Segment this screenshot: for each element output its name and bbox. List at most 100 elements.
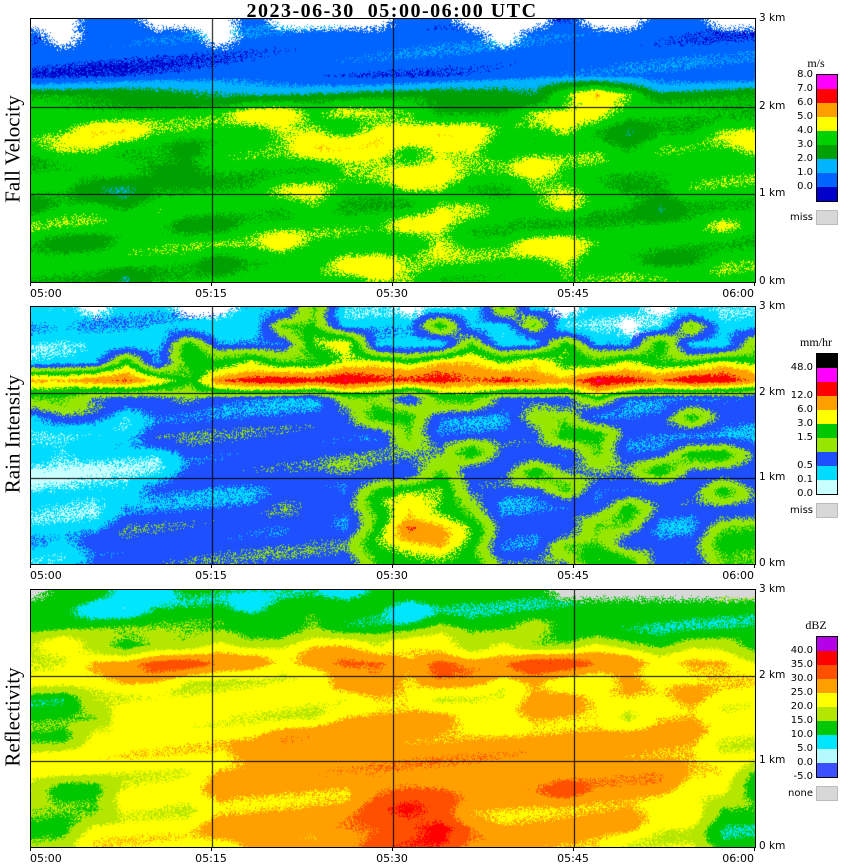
colorbar-tick-label: 12.0 <box>790 390 813 401</box>
height-tick-label: 3 km <box>759 12 786 24</box>
colorbar-swatch <box>817 466 837 480</box>
x-tick-label: 05:15 <box>195 852 227 865</box>
colorbar-swatch <box>817 382 837 396</box>
colorbar-swatch <box>817 159 837 173</box>
colorbar-tick-label: 0.1 <box>797 474 813 485</box>
colorbar-tick-label: 0.0 <box>797 181 813 192</box>
colorbar-tick-label: 5.0 <box>797 743 813 754</box>
fall-velocity-heatmap <box>30 18 756 283</box>
height-tick-label: 1 km <box>759 187 786 199</box>
x-tick-label: 06:00 <box>722 569 754 582</box>
colorbar-swatch <box>817 75 837 89</box>
x-tickmark <box>754 282 755 286</box>
colorbar-swatch <box>817 354 837 368</box>
colorbar-swatch <box>817 187 837 201</box>
colorbar-swatch <box>817 679 837 693</box>
colorbar-swatch <box>817 749 837 763</box>
x-tick-label: 05:00 <box>30 569 62 582</box>
colorbar-swatch <box>817 637 837 651</box>
ylabel-fall-velocity: Fall Velocity <box>0 95 25 203</box>
colorbar-swatch <box>817 89 837 103</box>
colorbar-swatch <box>817 145 837 159</box>
colorbar-tick-label: 30.0 <box>790 673 813 684</box>
colorbar-swatch <box>817 173 837 187</box>
x-tickmark <box>211 564 212 568</box>
x-tick-label: 06:00 <box>722 287 754 300</box>
colorbar-tick-label: 15.0 <box>790 715 813 726</box>
colorbar-swatch <box>817 438 837 452</box>
reflectivity-heatmap <box>30 589 756 848</box>
colorbar-tick-label: 6.0 <box>797 404 813 415</box>
height-tick-label: 2 km <box>759 386 786 398</box>
x-tick-label: 05:15 <box>195 569 227 582</box>
colorbar-swatch <box>817 396 837 410</box>
x-tickmark <box>573 282 574 286</box>
colorbar-tick-label: 6.0 <box>797 97 813 108</box>
chart-title: 2023-06-30 05:00-06:00 UTC <box>246 0 538 22</box>
colorbar-tick-label: 0.5 <box>797 460 813 471</box>
colorbar-unit-label: mm/hr <box>800 335 832 349</box>
colorbar-swatch <box>817 693 837 707</box>
x-tick-label: 05:45 <box>557 569 589 582</box>
height-tick-label: 1 km <box>759 754 786 766</box>
x-tickmark <box>30 282 31 286</box>
colorbar-swatch <box>817 117 837 131</box>
colorbar-missing-label: miss <box>790 505 813 516</box>
colorbar-swatch <box>817 452 837 466</box>
colorbar-tick-label: 0.0 <box>797 488 813 499</box>
height-tick-label: 2 km <box>759 100 786 112</box>
x-tickmark <box>392 282 393 286</box>
height-tick-label: 0 km <box>759 557 786 569</box>
colorbar-swatch <box>817 651 837 665</box>
colorbar-swatch <box>817 721 837 735</box>
x-tickmark <box>754 564 755 568</box>
colorbar-tick-label: 35.0 <box>790 659 813 670</box>
height-tick-label: 3 km <box>759 300 786 312</box>
colorbar-tick-label: -5.0 <box>793 771 813 782</box>
x-tick-label: 05:45 <box>557 287 589 300</box>
x-tickmark <box>211 847 212 851</box>
x-tick-label: 05:30 <box>376 569 408 582</box>
panel-rain-intensity: Rain Intensity 05:00 05:15 05:30 05:45 06:00… <box>0 300 850 582</box>
panel-reflectivity: Reflectivity 05:00 05:15 05:30 05:45 06:00 3… <box>0 583 850 865</box>
colorbar-swatch <box>817 368 837 382</box>
colorbar-swatch <box>817 763 837 777</box>
x-tick-label: 05:15 <box>195 287 227 300</box>
x-tickmark <box>392 847 393 851</box>
colorbar-strip <box>816 74 838 202</box>
colorbar-tick-label: 7.0 <box>797 83 813 94</box>
colorbar-tick-label: 25.0 <box>790 687 813 698</box>
x-tick-label: 05:30 <box>376 852 408 865</box>
x-tickmark <box>754 847 755 851</box>
height-tick-label: 0 km <box>759 275 786 287</box>
ylabel-reflectivity: Reflectivity <box>0 667 25 767</box>
x-tickmark <box>573 564 574 568</box>
height-tick-label: 1 km <box>759 471 786 483</box>
colorbar-tick-label: 10.0 <box>790 729 813 740</box>
x-tickmark <box>573 847 574 851</box>
colorbar-tick-label: 48.0 <box>790 362 813 373</box>
colorbar-unit-label: m/s <box>807 56 825 70</box>
height-tick-label: 0 km <box>759 840 786 852</box>
colorbar-unit-label: dBZ <box>805 618 827 632</box>
colorbar-swatch <box>817 131 837 145</box>
colorbar-tick-label: 0.0 <box>797 757 813 768</box>
height-tick-label: 3 km <box>759 583 786 595</box>
colorbar-swatch <box>817 665 837 679</box>
rain-intensity-heatmap <box>30 306 756 565</box>
colorbar-tick-label: 1.5 <box>797 432 813 443</box>
colorbar-tick-label: 2.0 <box>797 153 813 164</box>
height-tick-label: 2 km <box>759 669 786 681</box>
colorbar-swatch <box>817 103 837 117</box>
x-tickmark <box>211 282 212 286</box>
x-tick-label: 06:00 <box>722 852 754 865</box>
panel-fall-velocity: Fall Velocity 05:00 05:15 05:30 05:45 06:00 … <box>0 12 850 300</box>
colorbar-swatch <box>817 424 837 438</box>
colorbar-swatch <box>817 707 837 721</box>
x-tick-label: 05:00 <box>30 852 62 865</box>
colorbar-swatch <box>817 410 837 424</box>
colorbar-tick-label: 40.0 <box>790 645 813 656</box>
colorbar-tick-label: 3.0 <box>797 418 813 429</box>
colorbar-missing-label: none <box>788 788 813 799</box>
x-tick-label: 05:30 <box>376 287 408 300</box>
